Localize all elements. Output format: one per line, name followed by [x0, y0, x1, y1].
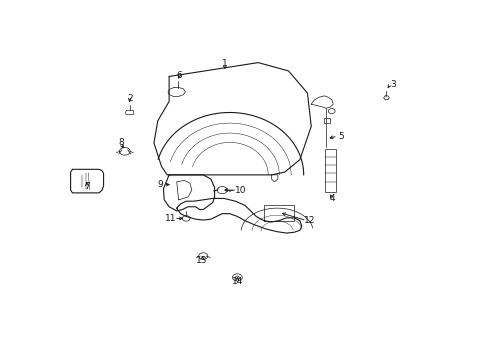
Text: 8: 8: [118, 139, 123, 148]
Text: 1: 1: [222, 59, 227, 68]
Text: 10: 10: [234, 186, 245, 195]
Text: 3: 3: [389, 80, 395, 89]
Text: 2: 2: [127, 94, 132, 103]
Text: 14: 14: [231, 277, 243, 286]
Text: 7: 7: [84, 182, 90, 191]
Text: 6: 6: [176, 71, 182, 80]
Text: 11: 11: [165, 214, 177, 223]
Text: 9: 9: [157, 180, 163, 189]
Bar: [324, 149, 335, 192]
Text: 13: 13: [196, 256, 207, 265]
Text: 5: 5: [337, 131, 343, 140]
Text: 4: 4: [328, 194, 334, 203]
Text: 12: 12: [304, 216, 315, 225]
Bar: [324, 118, 329, 123]
